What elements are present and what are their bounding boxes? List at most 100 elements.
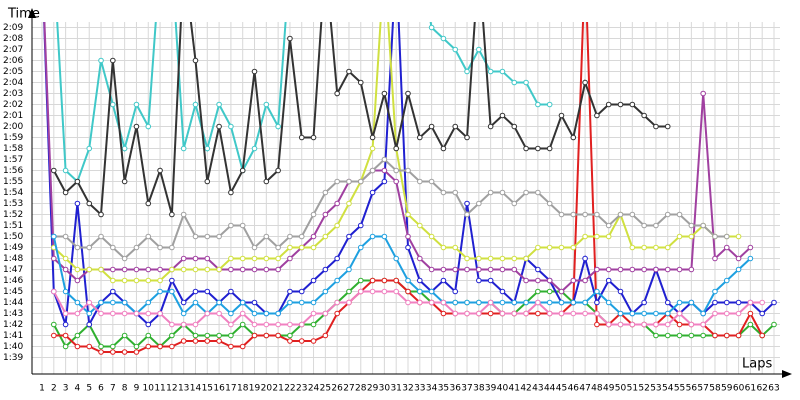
data-point [676,332,683,339]
data-point [582,277,588,284]
data-point [369,167,376,174]
x-tick-label: 15 [202,384,213,394]
x-tick-label: 19 [249,384,261,394]
data-point [570,277,577,284]
x-tick-label: 5 [86,384,92,394]
data-point [157,288,163,295]
data-point [558,244,565,251]
y-tick-label: 1:56 [3,166,23,176]
data-point [145,277,152,284]
data-point [417,134,423,141]
data-point [346,233,352,240]
data-point [676,310,683,317]
data-point [487,255,494,262]
data-point [298,299,305,306]
data-point [440,310,447,317]
data-point [393,145,399,152]
data-point [239,343,246,350]
data-point [452,288,459,295]
data-point [676,233,683,240]
data-point [464,266,470,273]
data-point [157,244,163,251]
data-point [204,332,211,339]
data-point [86,266,93,273]
data-point [369,288,376,295]
x-tick-label: 23 [296,384,307,394]
data-point [464,200,470,207]
x-tick-label: 2 [51,384,57,394]
data-point [145,200,152,207]
data-point [322,211,329,218]
x-tick-label: 21 [272,384,283,394]
data-point [121,266,128,273]
data-point [369,189,376,196]
data-point [546,101,553,108]
data-point [723,332,730,339]
data-point [357,244,364,251]
data-point [204,255,211,262]
data-point [664,321,671,328]
y-axis-label: Time [7,7,40,22]
data-point [771,321,777,328]
x-tick-label: 20 [261,384,273,394]
data-point [523,145,529,152]
data-point [275,332,281,339]
data-point [428,233,435,240]
data-point [334,310,340,317]
data-point [759,332,765,339]
data-point [62,255,69,262]
data-point [239,310,246,317]
data-point [86,299,93,306]
data-point [558,288,565,295]
data-point [523,299,529,306]
data-point [487,299,494,306]
data-point [169,343,175,350]
x-tick-label: 27 [343,384,354,394]
data-point [216,299,222,306]
data-point [334,299,340,306]
data-point [263,310,270,317]
x-tick-label: 54 [662,384,674,394]
y-tick-label: 2:09 [3,23,23,33]
y-tick-label: 1:54 [3,188,23,198]
x-tick-label: 9 [134,384,140,394]
x-tick-label: 55 [674,384,685,394]
data-point [74,266,81,273]
y-tick-label: 1:55 [3,177,23,187]
data-point [263,101,270,108]
x-tick-label: 29 [367,384,379,394]
data-point [653,222,659,229]
x-tick-label: 31 [390,384,401,394]
data-point [334,200,340,207]
data-point [239,266,246,273]
data-point [546,277,553,284]
data-point [499,112,506,119]
data-point [298,244,305,251]
x-tick-label: 51 [627,384,638,394]
data-point [180,310,187,317]
data-point [334,255,340,262]
data-point [98,343,104,350]
data-point [688,222,695,229]
data-point [310,244,317,251]
y-tick-label: 1:39 [3,353,23,363]
data-point [735,299,742,306]
data-point [476,200,482,207]
data-point [169,321,175,328]
data-point [74,332,81,339]
y-tick-label: 2:06 [3,56,23,66]
data-point [653,123,659,130]
x-tick-label: 37 [461,384,472,394]
data-point [440,266,447,273]
data-point [86,343,93,350]
data-point [417,299,423,306]
data-point [239,255,246,262]
data-point [204,233,211,240]
data-point [499,189,506,196]
x-axis-arrow [782,370,792,378]
data-point [322,266,329,273]
data-point [452,123,459,130]
data-point [487,189,494,196]
data-point [86,310,93,317]
data-point [369,134,376,141]
